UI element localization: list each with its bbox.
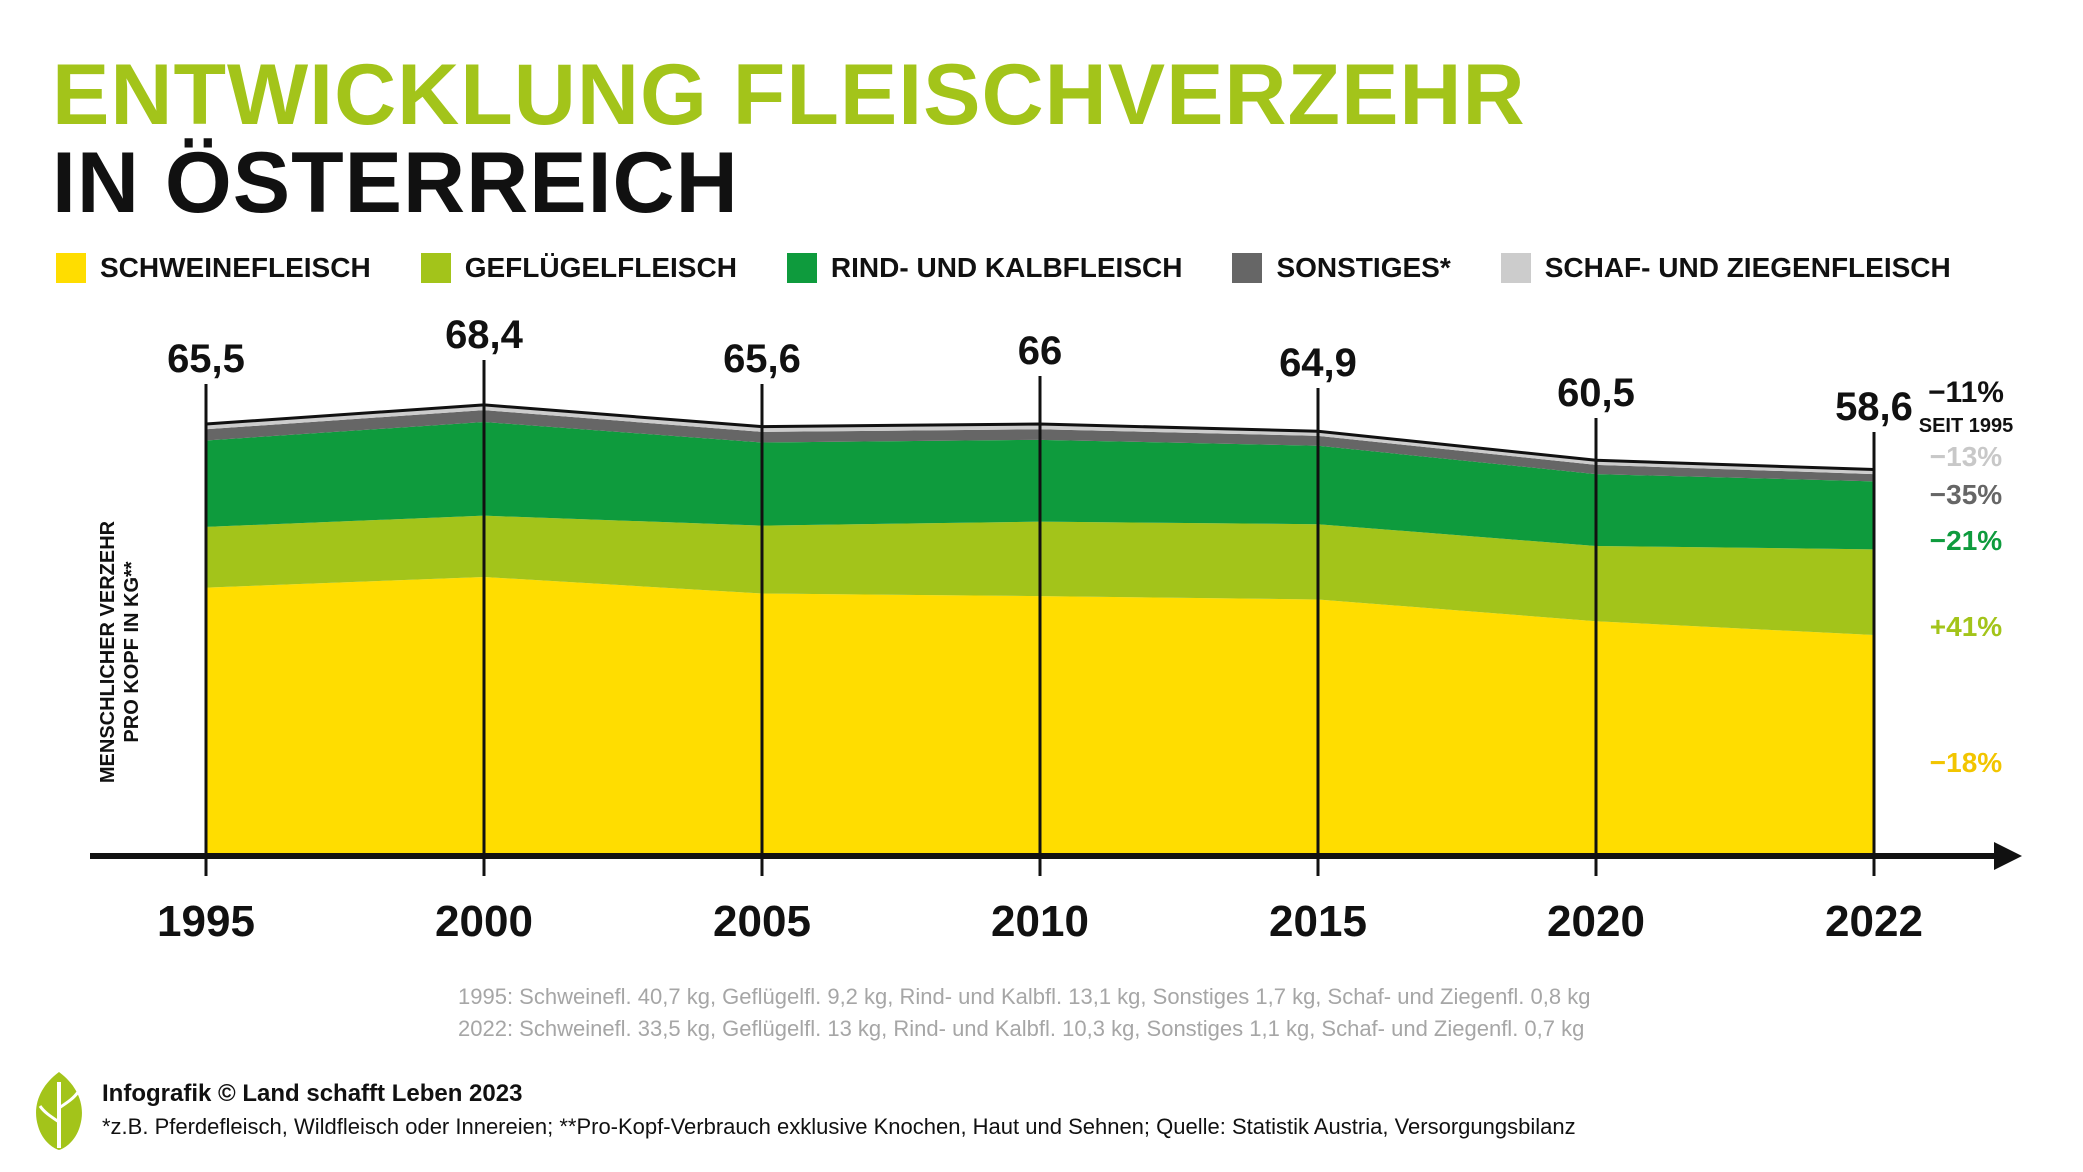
x-tick-label-2020: 2020 — [1547, 897, 1645, 946]
area-series-4 — [206, 404, 1874, 475]
footer-credit: Infografik © Land schafft Leben 2023 — [102, 1080, 523, 1107]
change-label-1: −35% — [1930, 479, 2002, 510]
x-tick-label-1995: 1995 — [157, 897, 255, 946]
legend-swatch — [786, 253, 817, 283]
total-label-2022: 58,6 — [1835, 385, 1913, 429]
data-note-1995: 1995: Schweinefl. 40,7 kg, Geflügelfl. 9… — [458, 984, 1591, 1009]
chart-title-line1: ENTWICKLUNG FLEISCHVERZEHR — [52, 47, 1526, 143]
total-label-2020: 60,5 — [1557, 371, 1635, 415]
legend: SCHWEINEFLEISCH GEFLÜGELFLEISCH RIND- UN… — [56, 252, 2001, 284]
total-label-2015: 64,9 — [1279, 341, 1357, 385]
change-label-2: −21% — [1930, 525, 2002, 556]
x-tick-label-2022: 2022 — [1825, 897, 1923, 946]
area-series-3 — [206, 410, 1874, 482]
legend-item-sonstiges: SONSTIGES* — [1232, 252, 1451, 284]
change-header: −11% — [1928, 376, 2004, 409]
legend-item-schweinefleisch: SCHWEINEFLEISCH — [56, 252, 371, 284]
y-axis-label-line2: PRO KOPF IN KG** — [121, 561, 143, 742]
x-tick-label-2015: 2015 — [1269, 897, 1367, 946]
legend-item-schaf-ziegenfleisch: SCHAF- UND ZIEGENFLEISCH — [1500, 252, 1951, 284]
data-note-2022: 2022: Schweinefl. 33,5 kg, Geflügelfl. 1… — [458, 1016, 1585, 1041]
x-tick-label-2000: 2000 — [435, 897, 533, 946]
legend-swatch — [56, 253, 86, 283]
leaf-logo-icon — [36, 1072, 82, 1150]
y-axis-label: MENSCHLICHER VERZEHR PRO KOPF IN KG** — [97, 520, 143, 783]
total-label-2005: 65,6 — [723, 337, 801, 381]
total-label-2000: 68,4 — [445, 313, 524, 357]
chart-title-line2: IN ÖSTERREICH — [52, 135, 739, 231]
legend-label: SCHAF- UND ZIEGENFLEISCH — [1544, 252, 1951, 283]
legend-label: GEFLÜGELFLEISCH — [464, 252, 737, 283]
footer-footnote: *z.B. Pferdefleisch, Wildfleisch oder In… — [102, 1114, 1576, 1139]
total-label-2010: 66 — [1018, 329, 1063, 373]
change-label-4: −18% — [1930, 747, 2002, 778]
legend-swatch — [1232, 253, 1263, 283]
y-axis-label-line1: MENSCHLICHER VERZEHR — [97, 520, 119, 783]
legend-item-gefluegelfleisch: GEFLÜGELFLEISCH — [420, 252, 737, 284]
change-label-3: +41% — [1930, 611, 2002, 642]
change-label-0: −13% — [1930, 441, 2002, 472]
x-tick-label-2005: 2005 — [713, 897, 811, 946]
x-axis-arrow-icon — [1994, 842, 2022, 870]
legend-label: SCHWEINEFLEISCH — [100, 252, 371, 283]
x-tick-label-2010: 2010 — [991, 897, 1089, 946]
legend-label: RIND- UND KALBFLEISCH — [830, 252, 1183, 283]
total-label-1995: 65,5 — [167, 337, 245, 381]
legend-swatch — [1500, 253, 1531, 283]
legend-item-rind-kalbfleisch: RIND- UND KALBFLEISCH — [786, 252, 1183, 284]
change-subheader: SEIT 1995 — [1919, 415, 2014, 437]
legend-label: SONSTIGES* — [1276, 252, 1451, 283]
legend-swatch — [420, 253, 451, 283]
